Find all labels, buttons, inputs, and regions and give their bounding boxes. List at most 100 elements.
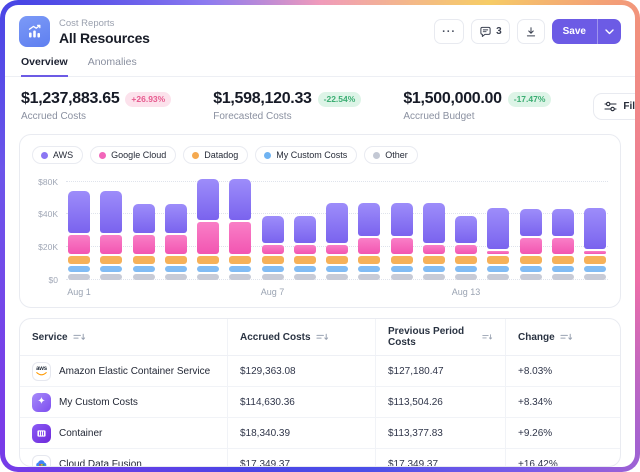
previous-period-cell: $17,349.37 <box>375 449 505 466</box>
legend-item-datadog[interactable]: Datadog <box>183 146 249 164</box>
legend-dot <box>41 151 48 159</box>
bar-aug-10[interactable] <box>358 203 381 280</box>
kpi-label: Forecasted Costs <box>213 111 292 122</box>
bar-aug-17[interactable] <box>584 207 606 280</box>
column-header-label: Accrued Costs <box>240 331 311 343</box>
bar-segment-my-custom-costs <box>422 265 445 273</box>
save-button[interactable]: Save <box>552 19 597 44</box>
comments-count: 3 <box>496 26 502 37</box>
bar-segment-google-cloud <box>293 245 316 255</box>
table-row[interactable]: aws Amazon Elastic Container Service $129,… <box>20 356 620 387</box>
bar-segment-datadog <box>132 256 155 264</box>
service-cell: Container <box>20 418 227 448</box>
legend-label: My Custom Costs <box>276 150 348 160</box>
accrued-costs-cell: $17,349.37 <box>227 449 375 466</box>
save-dropdown-button[interactable] <box>597 19 621 44</box>
bar-aug-9[interactable] <box>326 203 348 280</box>
bar-segment-datadog <box>487 256 510 264</box>
x-tick-label <box>133 287 155 299</box>
bar-segment-google-cloud <box>197 222 219 255</box>
bar-segment-datadog <box>422 256 445 264</box>
kpi-delta-badge: -17.47% <box>507 91 552 107</box>
table-row[interactable]: ✦ My Custom Costs $114,630.36 $113,504.26 +8… <box>20 387 620 418</box>
bar-segment-other <box>261 274 284 280</box>
column-header-accrued-costs[interactable]: Accrued Costs <box>227 319 375 355</box>
bar-aug-15[interactable] <box>519 208 542 280</box>
bar-aug-6[interactable] <box>229 179 252 280</box>
sort-icon <box>560 333 572 340</box>
bar-aug-3[interactable] <box>132 204 155 280</box>
legend-item-google-cloud[interactable]: Google Cloud <box>90 146 177 164</box>
ellipsis-icon: ··· <box>442 25 457 38</box>
bar-aug-7[interactable] <box>261 215 284 280</box>
download-button[interactable] <box>516 19 545 44</box>
bar-segment-datadog <box>293 256 316 264</box>
x-tick-label <box>358 287 380 299</box>
comments-button[interactable]: 3 <box>471 19 510 44</box>
bar-segment-my-custom-costs <box>229 265 252 273</box>
column-header-service[interactable]: Service <box>20 319 227 355</box>
kpi-value: $1,237,883.65 <box>21 90 120 107</box>
bar-aug-2[interactable] <box>100 190 123 280</box>
filter-button[interactable]: Filter <box>593 92 635 120</box>
bar-segment-other <box>164 274 187 280</box>
table-row[interactable]: Cloud Data Fusion $17,349.37 $17,349.37 +16… <box>20 449 620 467</box>
bar-segment-google-cloud <box>358 237 381 255</box>
bar-segment-datadog <box>100 256 123 264</box>
bar-aug-16[interactable] <box>551 208 574 280</box>
bar-segment-aws <box>455 215 477 244</box>
cloud-data-fusion-icon <box>32 454 51 466</box>
tab-overview[interactable]: Overview <box>21 56 68 77</box>
bar-segment-google-cloud <box>519 237 542 255</box>
service-name: My Custom Costs <box>59 396 138 408</box>
bar-segment-other <box>584 274 606 280</box>
sort-icon <box>315 333 328 340</box>
bar-segment-google-cloud <box>455 245 477 255</box>
service-name: Cloud Data Fusion <box>59 458 142 467</box>
x-tick-label <box>294 287 316 299</box>
y-tick-label: $80K <box>38 177 58 187</box>
bar-aug-4[interactable] <box>164 204 187 280</box>
column-header-previous-period-costs[interactable]: Previous Period Costs <box>375 319 505 355</box>
legend-item-my-custom-costs[interactable]: My Custom Costs <box>255 146 358 164</box>
bar-segment-datadog <box>390 256 413 264</box>
change-cell: +8.03% <box>505 356 620 386</box>
bar-segment-other <box>68 274 90 280</box>
services-table: Service Accrued Costs Previous Period Cost… <box>19 318 621 467</box>
legend-dot <box>192 151 200 159</box>
accrued-costs-cell: $129,363.08 <box>227 356 375 386</box>
legend-item-other[interactable]: Other <box>364 146 418 164</box>
table-row[interactable]: Container $18,340.39 $113,377.83 +9.26% <box>20 418 620 449</box>
column-header-change[interactable]: Change <box>505 319 620 355</box>
bar-segment-aws <box>584 207 606 249</box>
service-cell: Cloud Data Fusion <box>20 449 227 467</box>
change-cell: +16.42% <box>505 449 620 466</box>
bar-aug-11[interactable] <box>390 203 413 280</box>
x-tick-label <box>552 287 574 299</box>
bar-aug-1[interactable] <box>68 190 90 280</box>
kpi-label: Accrued Costs <box>21 111 87 122</box>
legend-item-aws[interactable]: AWS <box>32 146 84 164</box>
bar-segment-my-custom-costs <box>100 265 123 273</box>
bar-segment-aws <box>132 204 155 234</box>
chart-x-axis: Aug 1 Aug 7 Aug 13 <box>66 287 608 299</box>
bar-aug-5[interactable] <box>197 179 219 280</box>
sort-icon <box>73 333 85 340</box>
bar-aug-14[interactable] <box>487 207 510 280</box>
my-custom-costs-icon: ✦ <box>32 392 51 412</box>
bar-segment-my-custom-costs <box>132 265 155 273</box>
bar-segment-my-custom-costs <box>584 265 606 273</box>
tab-anomalies[interactable]: Anomalies <box>87 56 137 68</box>
more-button[interactable]: ··· <box>434 19 465 44</box>
column-header-label: Previous Period Costs <box>388 326 465 348</box>
bar-aug-8[interactable] <box>293 215 316 280</box>
bar-aug-13[interactable] <box>455 215 477 280</box>
kpi-delta-badge: -22.54% <box>317 91 362 107</box>
bar-segment-my-custom-costs <box>164 265 187 273</box>
legend-label: AWS <box>53 150 74 160</box>
bar-segment-aws <box>519 208 542 236</box>
legend-label: Other <box>385 150 408 160</box>
column-header-label: Change <box>518 331 555 343</box>
bar-aug-12[interactable] <box>422 203 445 280</box>
